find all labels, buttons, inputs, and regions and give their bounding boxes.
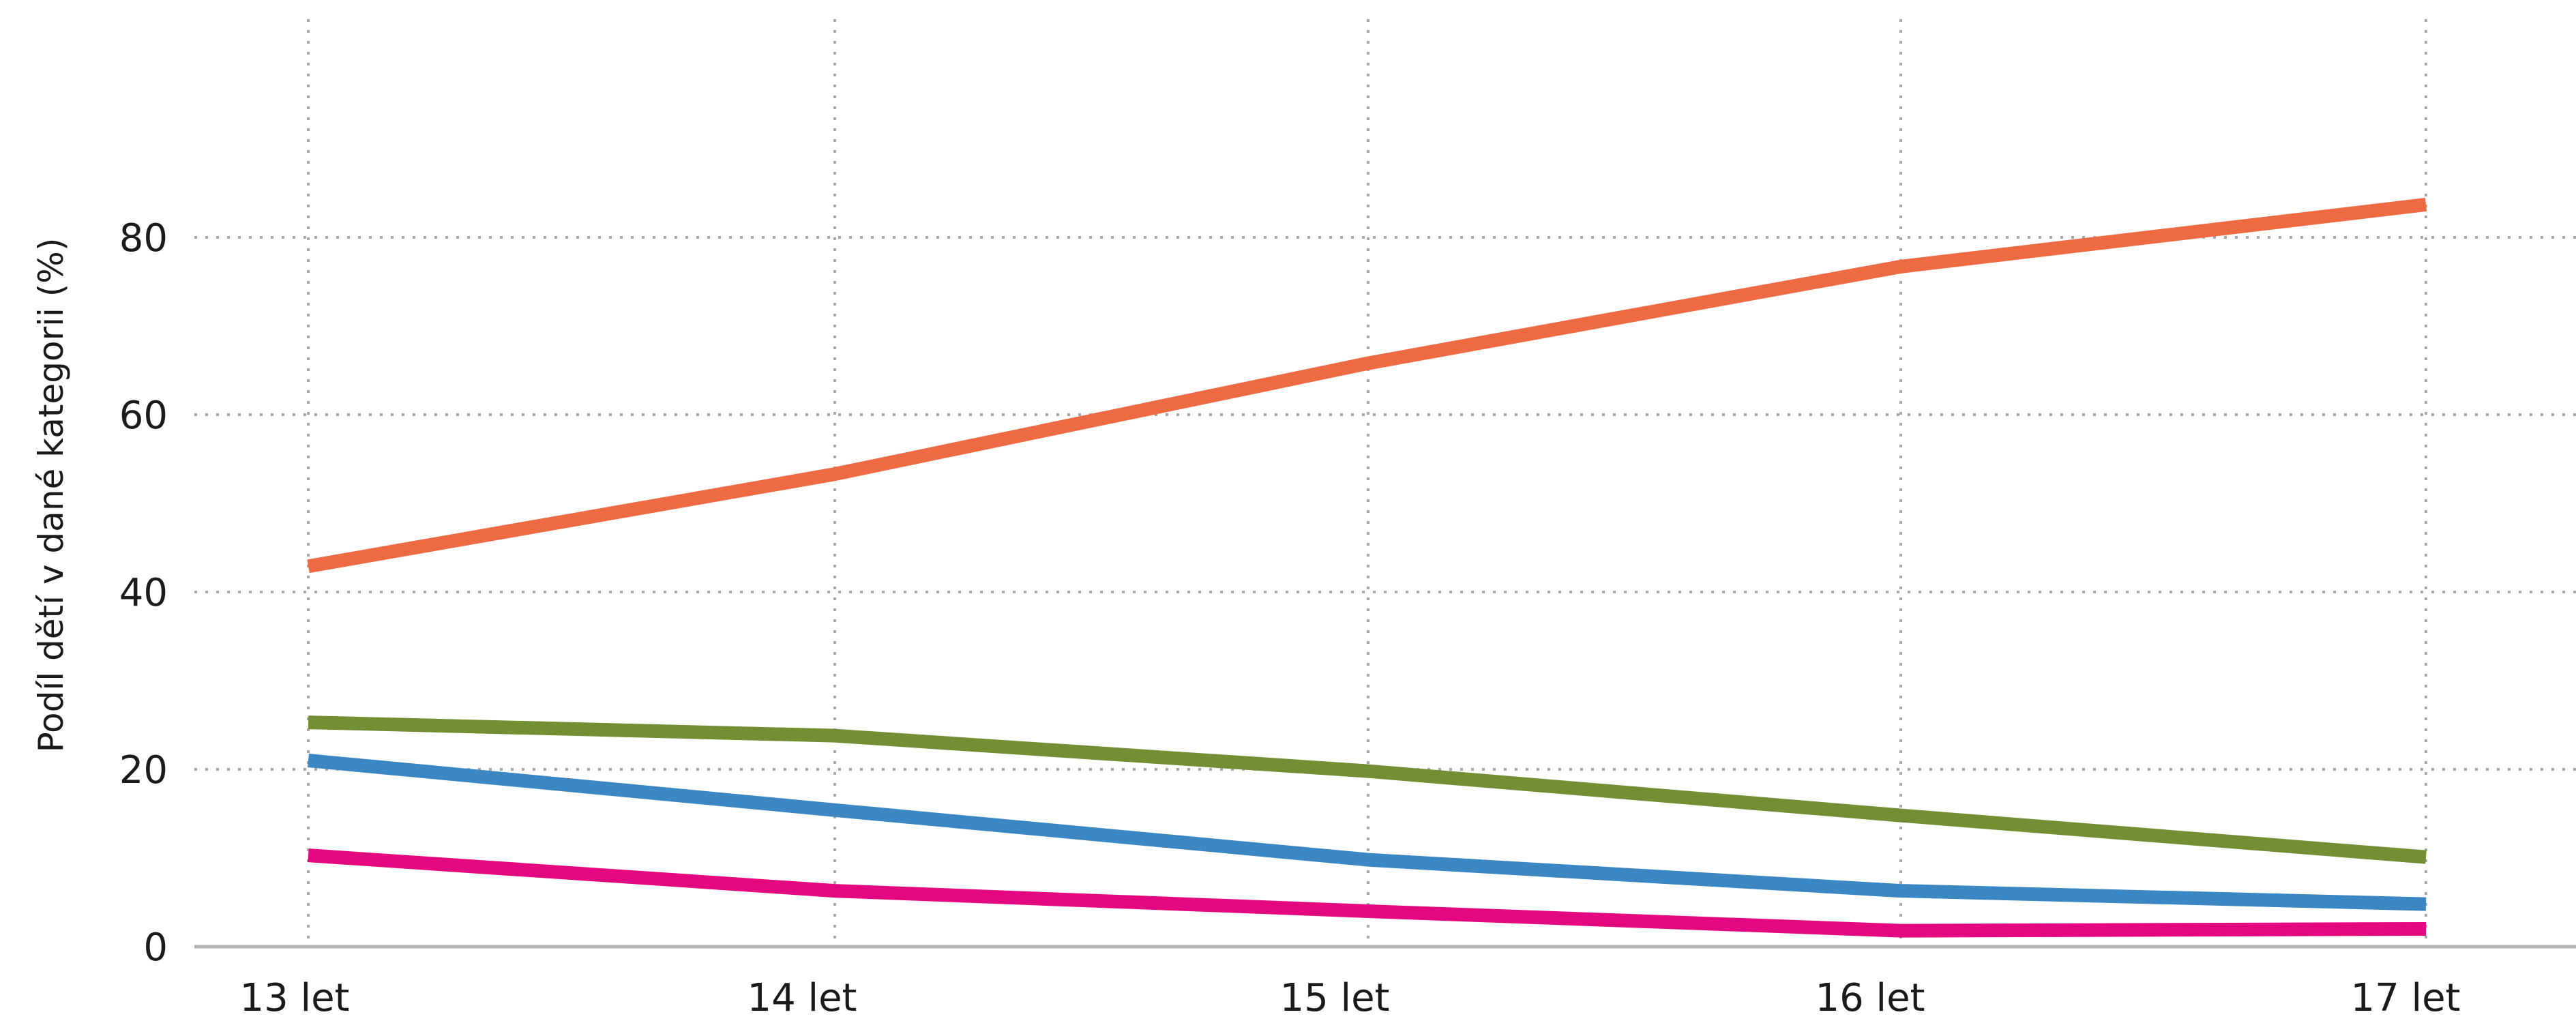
y-tick-label-60: 60 [119,394,168,438]
series-lines [307,197,2427,938]
x-tick-label-0: 13 let [239,976,349,1020]
y-tick-label-20: 20 [119,748,168,793]
series-line-0 [307,197,2427,574]
y-tick-label-0: 0 [143,926,168,970]
x-tick-label-3: 16 let [1815,976,1925,1020]
y-tick-labels: 0 20 40 60 80 [119,216,168,970]
x-tick-labels: 13 let 14 let 15 let 16 let 17 let [239,976,2460,1020]
series-line-2 [308,754,2427,911]
x-tick-label-2: 15 let [1279,976,1389,1020]
series-line-3 [308,848,2427,938]
vertical-gridlines [307,19,2427,947]
x-tick-label-4: 17 let [2350,976,2460,1020]
y-tick-label-80: 80 [119,216,168,261]
y-axis-title: Podíl dětí v dané kategorii (%) [31,238,71,753]
horizontal-gridlines [194,236,2576,771]
y-tick-label-40: 40 [119,571,168,615]
x-tick-label-1: 14 let [747,976,857,1020]
series-line-1 [308,715,2427,864]
